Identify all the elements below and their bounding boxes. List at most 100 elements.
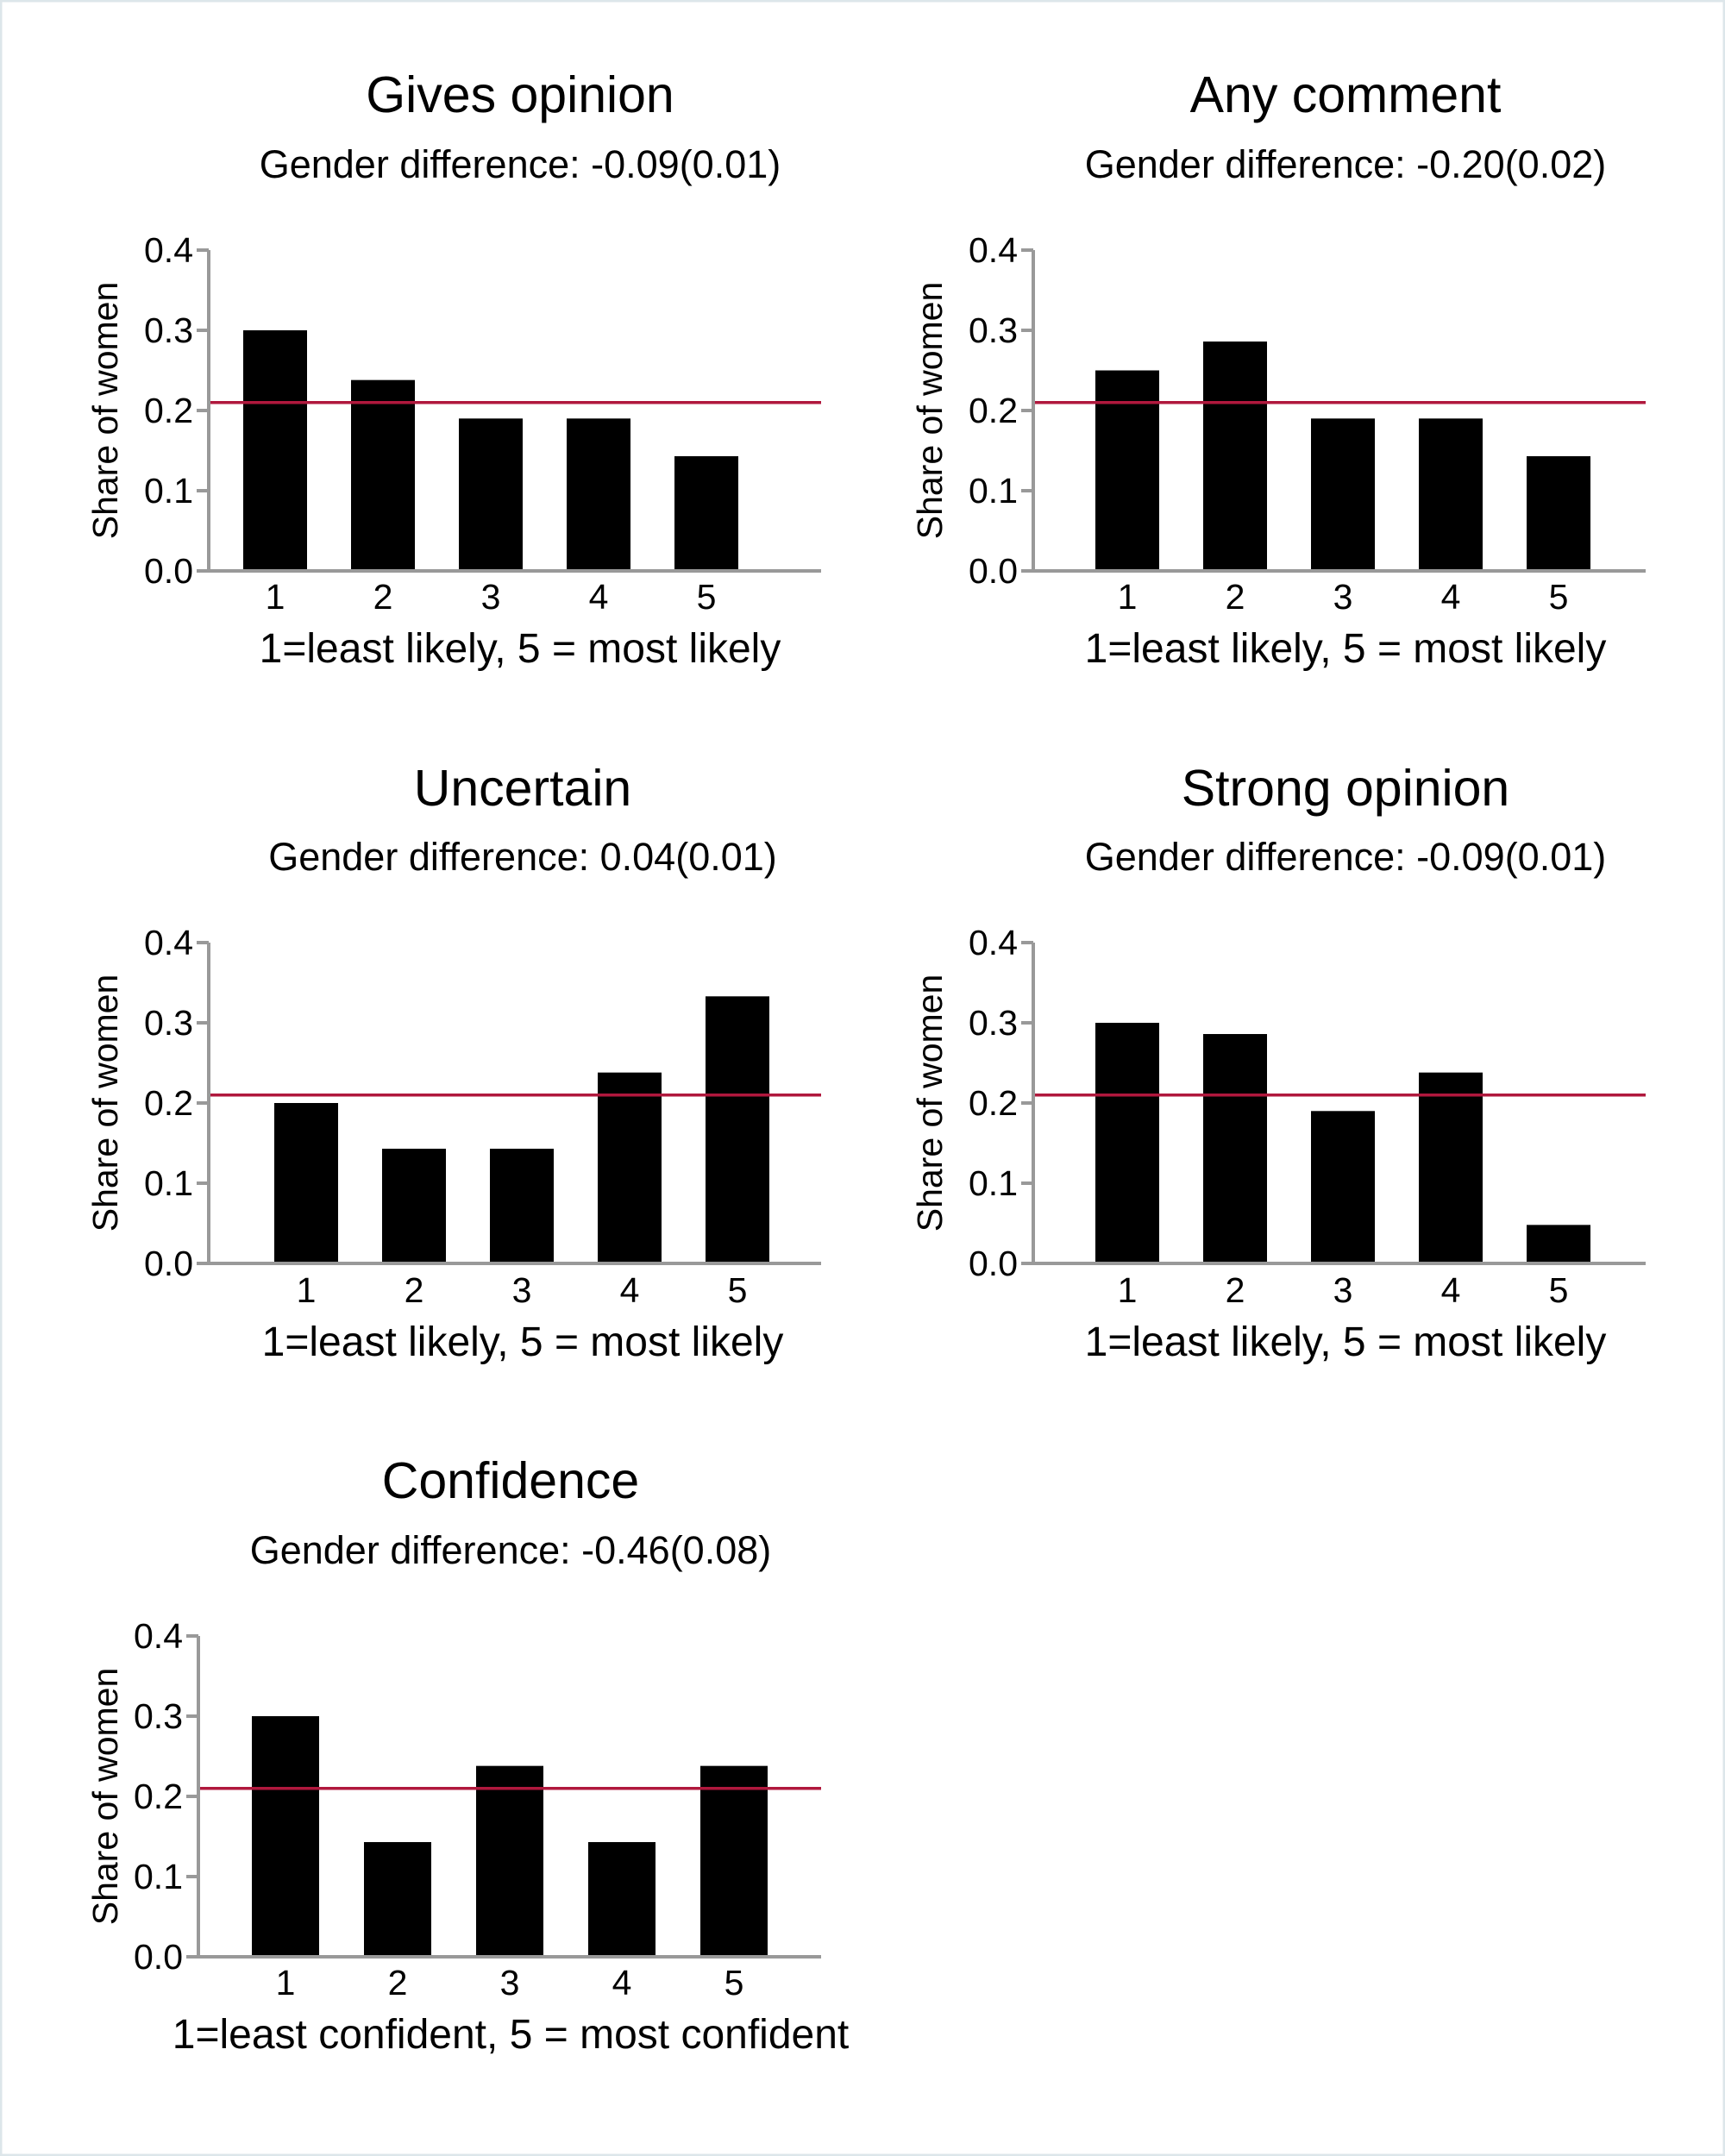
chart-subtitle: Gender difference: -0.46(0.08) [250,1528,772,1572]
x-tick-label: 1 [276,1963,296,2002]
x-tick-label: 3 [512,1270,532,1310]
chart-title: Confidence [382,1452,640,1509]
bar [588,1842,656,1957]
y-tick-label: 0.0 [144,1244,193,1283]
bar [1527,456,1590,571]
bar [252,1716,319,1957]
y-tick-label: 0.3 [134,1696,183,1736]
bar [567,418,630,571]
y-axis-title: Share of women [910,282,950,540]
bar [364,1842,431,1957]
x-tick-label: 4 [1441,577,1461,617]
y-tick-label: 0.0 [969,551,1018,591]
chart-panel: Any comment Gender difference: -0.20(0.02… [910,66,1646,672]
x-axis-title: 1=least confident, 5 = most confident [172,2012,850,2058]
chart-title: Gives opinion [366,66,674,123]
bar [1203,1034,1267,1263]
bar [476,1765,543,1957]
chart-title: Any comment [1190,66,1502,123]
y-tick-label: 0.2 [969,391,1018,430]
bar [382,1149,446,1263]
bar [1095,1023,1159,1263]
chart-title: Uncertain [414,760,632,817]
bar [706,996,769,1263]
bar [274,1103,338,1263]
bar [351,379,415,571]
y-tick-label: 0.4 [144,923,193,962]
chart-panel: Confidence Gender difference: -0.46(0.08)… [85,1452,849,2058]
bar [674,456,738,571]
x-tick-label: 2 [1226,577,1245,617]
x-axis-title: 1=least likely, 5 = most likely [260,626,781,672]
y-tick-label: 0.4 [969,923,1018,962]
panels: Gives opinion Gender difference: -0.09(0.… [85,66,1646,2058]
y-tick-label: 0.2 [969,1083,1018,1123]
x-tick-label: 1 [1118,1270,1138,1310]
x-tick-label: 4 [612,1963,632,2002]
x-tick-label: 3 [1333,577,1353,617]
x-tick-label: 5 [724,1963,744,2002]
y-tick-label: 0.2 [134,1777,183,1816]
x-tick-label: 4 [589,577,609,617]
x-tick-label: 4 [1441,1270,1461,1310]
bar [1419,1072,1483,1263]
y-tick-label: 0.4 [144,230,193,270]
y-axis-title: Share of women [85,975,125,1232]
chart-subtitle: Gender difference: -0.20(0.02) [1085,142,1607,186]
x-tick-label: 3 [481,577,501,617]
x-axis-title: 1=least likely, 5 = most likely [1085,1319,1607,1365]
y-tick-label: 0.2 [144,1083,193,1123]
x-tick-label: 2 [1226,1270,1245,1310]
chart-subtitle: Gender difference: -0.09(0.01) [260,142,781,186]
bar [243,330,307,571]
chart-panel: Gives opinion Gender difference: -0.09(0.… [85,66,821,672]
chart-panel: Strong opinion Gender difference: -0.09(0… [910,760,1646,1365]
y-tick-label: 0.2 [144,391,193,430]
bar [700,1765,768,1957]
y-tick-label: 0.0 [144,551,193,591]
x-tick-label: 1 [266,577,285,617]
y-tick-label: 0.1 [144,471,193,511]
x-axis-title: 1=least likely, 5 = most likely [262,1319,784,1365]
bar [1527,1225,1590,1263]
y-axis-title: Share of women [910,975,950,1232]
x-tick-label: 1 [297,1270,317,1310]
chart-title: Strong opinion [1182,760,1510,817]
y-tick-label: 0.0 [969,1244,1018,1283]
y-tick-label: 0.1 [134,1857,183,1896]
bar [490,1149,554,1263]
y-axis-title: Share of women [85,1668,125,1926]
x-tick-label: 2 [373,577,393,617]
bar [1311,1111,1375,1263]
bar [1311,418,1375,571]
y-tick-label: 0.3 [144,310,193,350]
bar [1203,342,1267,571]
x-tick-label: 5 [697,577,717,617]
y-tick-label: 0.3 [969,1003,1018,1043]
y-tick-label: 0.0 [134,1937,183,1977]
y-tick-label: 0.4 [134,1616,183,1656]
x-tick-label: 5 [1549,1270,1569,1310]
x-tick-label: 5 [728,1270,748,1310]
bar [1095,370,1159,571]
x-tick-label: 1 [1118,577,1138,617]
y-tick-label: 0.1 [969,1163,1018,1203]
bar [459,418,523,571]
chart-subtitle: Gender difference: -0.09(0.01) [1085,835,1607,879]
x-axis-title: 1=least likely, 5 = most likely [1085,626,1607,672]
y-tick-label: 0.1 [144,1163,193,1203]
x-tick-label: 3 [500,1963,520,2002]
chart-panel: Uncertain Gender difference: 0.04(0.01) 0.… [85,760,821,1365]
y-tick-label: 0.1 [969,471,1018,511]
x-tick-label: 5 [1549,577,1569,617]
x-tick-label: 2 [405,1270,424,1310]
bar [1419,418,1483,571]
y-tick-label: 0.3 [969,310,1018,350]
y-tick-label: 0.3 [144,1003,193,1043]
chart-subtitle: Gender difference: 0.04(0.01) [268,835,777,879]
x-tick-label: 3 [1333,1270,1353,1310]
bar [598,1072,662,1263]
y-tick-label: 0.4 [969,230,1018,270]
